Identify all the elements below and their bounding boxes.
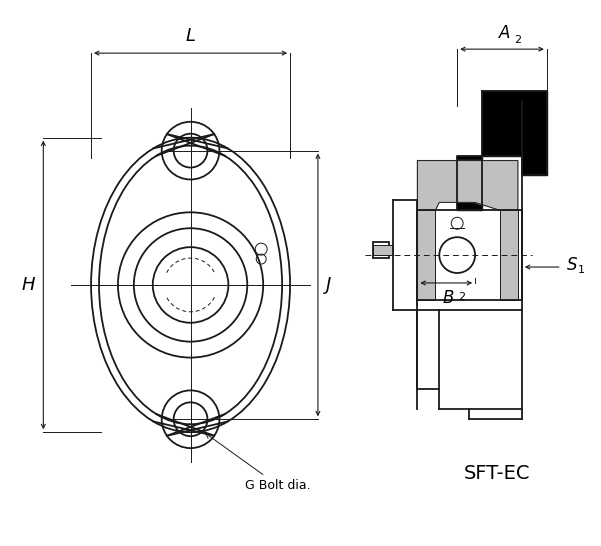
Text: A: A xyxy=(499,24,511,42)
Text: S: S xyxy=(567,256,577,274)
Polygon shape xyxy=(457,91,547,210)
Polygon shape xyxy=(418,161,518,210)
Text: B: B xyxy=(442,289,454,307)
Text: G Bolt dia.: G Bolt dia. xyxy=(206,434,311,492)
Circle shape xyxy=(451,217,463,229)
Text: 1: 1 xyxy=(578,265,585,275)
Text: 2: 2 xyxy=(514,35,521,45)
Text: L: L xyxy=(186,27,195,45)
Text: SFT-EC: SFT-EC xyxy=(464,465,530,483)
Bar xyxy=(373,242,389,258)
Text: H: H xyxy=(22,276,35,294)
Bar xyxy=(500,210,518,300)
Text: 2: 2 xyxy=(458,292,465,302)
Text: J: J xyxy=(326,276,331,294)
Bar xyxy=(418,210,435,300)
Bar xyxy=(373,245,392,255)
Circle shape xyxy=(439,237,475,273)
